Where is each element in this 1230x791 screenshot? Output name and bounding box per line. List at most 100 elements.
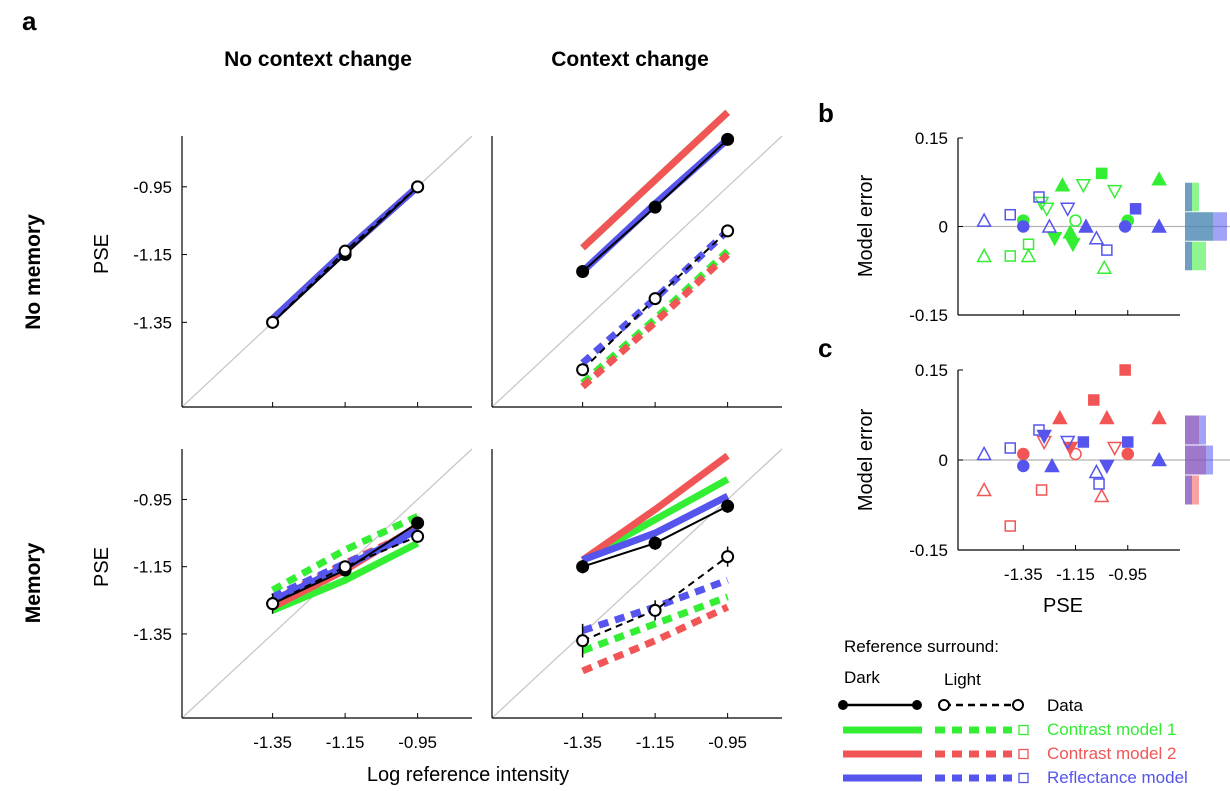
error-point [1065, 237, 1081, 253]
error-point [976, 445, 992, 461]
legend-light-label: Light [944, 670, 981, 689]
error-point [1088, 230, 1105, 245]
error-point [1151, 218, 1167, 233]
pse-panel-3: -1.35 -1.15 -0.95 -0.95 -1.15 -1.35 [133, 448, 473, 752]
error-point [1101, 244, 1113, 256]
error-point [1077, 436, 1090, 448]
legend-reflectance-marker [1018, 772, 1029, 784]
y-tick-label: -0.95 [133, 178, 172, 197]
data-point-light [648, 292, 662, 306]
error-point [976, 247, 992, 263]
pse-line-plots: -0.95 -1.15 -1.35 -1.35 -1.15 -0.95 -0.95 -1.15… [133, 109, 783, 752]
error-point [1151, 409, 1167, 425]
error-point [1059, 435, 1076, 451]
data-point-dark [648, 536, 662, 550]
legend-data-light-marker [938, 699, 950, 711]
data-point-dark [721, 132, 735, 146]
data-point-dark [576, 265, 590, 278]
y-tick-label: 0 [939, 218, 948, 237]
error-point [1093, 478, 1105, 490]
legend-contrast1-marker [1018, 724, 1029, 736]
data-point-light [411, 180, 425, 194]
error-panel-b: 0.15 0 -0.15 [909, 129, 1230, 325]
y-tick-label: 0 [939, 451, 948, 470]
legend-data-dark-marker [912, 700, 922, 710]
error-point [1118, 220, 1132, 233]
data-light-line [272, 535, 419, 605]
error-point [1088, 463, 1105, 479]
x-tick-label: -1.35 [563, 733, 602, 752]
error-point [1017, 220, 1030, 233]
error-point [976, 212, 992, 227]
error-point [1151, 451, 1167, 467]
error-point [1069, 447, 1082, 461]
error-point [1062, 224, 1079, 239]
error-y-label-b: Model error [855, 175, 877, 278]
error-point [1036, 429, 1052, 445]
x-tick-label: -0.95 [398, 733, 437, 752]
error-point [1054, 177, 1071, 192]
contrast2-light-line [580, 252, 731, 390]
error-point [1075, 178, 1092, 194]
error-point [1151, 171, 1167, 186]
histogram-bar-reflectance [1185, 212, 1227, 241]
error-point [1078, 218, 1094, 233]
y-tick-label: -0.15 [909, 306, 948, 325]
y-tick-label: -1.15 [133, 246, 172, 265]
error-point [1093, 487, 1110, 503]
legend-label-contrast1: Contrast model 1 [1047, 720, 1176, 739]
error-point [1004, 250, 1016, 262]
data-point-light [266, 315, 280, 329]
data-point-light [338, 560, 352, 574]
error-point [1106, 184, 1123, 200]
y-axis-label-top: PSE [91, 234, 113, 274]
error-point [1044, 457, 1060, 473]
error-point [1046, 232, 1063, 247]
contrast1-light-line [270, 513, 420, 594]
error-point [1017, 459, 1030, 473]
error-point [1122, 436, 1134, 448]
data-point-dark [576, 560, 590, 574]
contrast1-light-line [581, 593, 729, 655]
y-tick-label: 0.15 [915, 361, 948, 380]
error-point [1088, 394, 1100, 406]
legend-label-data: Data [1047, 696, 1083, 715]
data-point-light [721, 224, 735, 238]
x-tick-label: -0.95 [708, 733, 747, 752]
legend-contrast2-marker [1018, 748, 1029, 760]
y-tick-label: -0.95 [133, 490, 172, 509]
contrast1-dark-line [271, 540, 420, 614]
histogram-bar-reflectance [1185, 241, 1192, 271]
pse-panel-1: -0.95 -1.15 -1.35 [133, 135, 473, 408]
y-axis-label-bottom: PSE [91, 547, 113, 587]
x-tick-label: -1.15 [1056, 565, 1095, 584]
legend-swatches [838, 699, 1029, 784]
legend-title: Reference surround: [844, 637, 999, 656]
error-point [1095, 167, 1108, 180]
data-point-light [411, 529, 425, 543]
contrast2-light-line [581, 603, 730, 675]
legend-data-dark-marker [838, 700, 848, 710]
error-point [1069, 214, 1082, 227]
panel-letter-c: c [818, 333, 832, 363]
legend-label-contrast2: Contrast model 2 [1047, 744, 1176, 763]
y-tick-label: -0.15 [909, 541, 948, 560]
error-point [1041, 218, 1058, 233]
legend: Reference surround: Dark Light Data Cont… [838, 637, 1188, 787]
column-title-context: Context change [551, 48, 709, 71]
reflectance-dark-line [581, 492, 730, 564]
panel-letter-b: b [818, 98, 834, 128]
pse-panel-2 [491, 109, 783, 408]
identity-line [491, 135, 783, 408]
error-point [1096, 259, 1113, 275]
error-panel-c: 0.15 0 -0.15 -1.35 -1.15 -0.95 [909, 361, 1230, 584]
y-tick-label: -1.35 [133, 313, 172, 332]
error-point [1106, 441, 1123, 457]
histogram-bar-reflectance [1185, 415, 1206, 445]
identity-line [181, 448, 473, 719]
legend-label-reflectance: Reflectance model [1047, 768, 1188, 787]
histogram-bar-reflectance [1185, 445, 1213, 475]
model-error-plots: 0.15 0 -0.15 0.15 0 -0.15 -1.35 -1.15 -0.95 [909, 129, 1230, 584]
error-point [1033, 191, 1045, 203]
histogram-bar-reflectance [1185, 182, 1192, 212]
